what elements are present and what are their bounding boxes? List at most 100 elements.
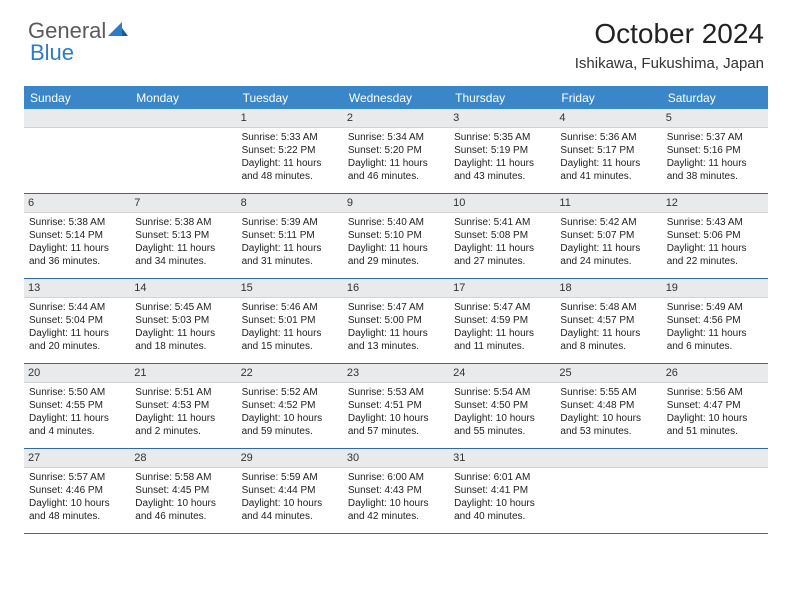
sunrise-text: Sunrise: 5:43 AM — [667, 216, 763, 229]
day-number: 28 — [130, 449, 236, 468]
sunrise-text: Sunrise: 5:49 AM — [667, 301, 763, 314]
day-cell: 22Sunrise: 5:52 AMSunset: 4:52 PMDayligh… — [237, 364, 343, 448]
day-cell: 17Sunrise: 5:47 AMSunset: 4:59 PMDayligh… — [449, 279, 555, 363]
day-cell: 18Sunrise: 5:48 AMSunset: 4:57 PMDayligh… — [555, 279, 661, 363]
sunset-text: Sunset: 5:20 PM — [348, 144, 444, 157]
sunrise-text: Sunrise: 5:45 AM — [135, 301, 231, 314]
daylight-text: Daylight: 11 hours and 15 minutes. — [242, 327, 338, 353]
day-number: 7 — [130, 194, 236, 213]
day-number: 25 — [555, 364, 661, 383]
sunset-text: Sunset: 4:53 PM — [135, 399, 231, 412]
daylight-text: Daylight: 11 hours and 11 minutes. — [454, 327, 550, 353]
sunrise-text: Sunrise: 5:33 AM — [242, 131, 338, 144]
sunset-text: Sunset: 4:52 PM — [242, 399, 338, 412]
sunset-text: Sunset: 5:06 PM — [667, 229, 763, 242]
day-cell: 11Sunrise: 5:42 AMSunset: 5:07 PMDayligh… — [555, 194, 661, 278]
day-cell: 6Sunrise: 5:38 AMSunset: 5:14 PMDaylight… — [24, 194, 130, 278]
day-number: 2 — [343, 109, 449, 128]
sunrise-text: Sunrise: 5:42 AM — [560, 216, 656, 229]
day-number: 20 — [24, 364, 130, 383]
daylight-text: Daylight: 11 hours and 29 minutes. — [348, 242, 444, 268]
daylight-text: Daylight: 11 hours and 4 minutes. — [29, 412, 125, 438]
day-number: 30 — [343, 449, 449, 468]
sunrise-text: Sunrise: 6:01 AM — [454, 471, 550, 484]
daylight-text: Daylight: 11 hours and 27 minutes. — [454, 242, 550, 268]
day-cell: 3Sunrise: 5:35 AMSunset: 5:19 PMDaylight… — [449, 109, 555, 193]
sunrise-text: Sunrise: 5:57 AM — [29, 471, 125, 484]
daylight-text: Daylight: 11 hours and 43 minutes. — [454, 157, 550, 183]
day-cell: 31Sunrise: 6:01 AMSunset: 4:41 PMDayligh… — [449, 449, 555, 533]
day-header-cell: Sunday — [24, 86, 130, 109]
day-cell: 15Sunrise: 5:46 AMSunset: 5:01 PMDayligh… — [237, 279, 343, 363]
day-cell: 20Sunrise: 5:50 AMSunset: 4:55 PMDayligh… — [24, 364, 130, 448]
day-cell: 12Sunrise: 5:43 AMSunset: 5:06 PMDayligh… — [662, 194, 768, 278]
day-number: 13 — [24, 279, 130, 298]
day-number: 21 — [130, 364, 236, 383]
sunset-text: Sunset: 4:41 PM — [454, 484, 550, 497]
sunrise-text: Sunrise: 5:39 AM — [242, 216, 338, 229]
week-row: 20Sunrise: 5:50 AMSunset: 4:55 PMDayligh… — [24, 364, 768, 449]
day-cell: 8Sunrise: 5:39 AMSunset: 5:11 PMDaylight… — [237, 194, 343, 278]
day-header-cell: Monday — [130, 86, 236, 109]
sunrise-text: Sunrise: 5:46 AM — [242, 301, 338, 314]
day-cell — [662, 449, 768, 533]
sunset-text: Sunset: 4:56 PM — [667, 314, 763, 327]
day-number: 24 — [449, 364, 555, 383]
sunset-text: Sunset: 5:08 PM — [454, 229, 550, 242]
day-header-cell: Saturday — [662, 86, 768, 109]
day-number: 19 — [662, 279, 768, 298]
sunset-text: Sunset: 5:17 PM — [560, 144, 656, 157]
day-cell: 21 Sunrise: 5:51 AMSunset: 4:53 PMDayligh… — [130, 364, 236, 448]
day-number: 10 — [449, 194, 555, 213]
day-number: 4 — [555, 109, 661, 128]
sunrise-text: Sunrise: 5:36 AM — [560, 131, 656, 144]
day-cell: 29Sunrise: 5:59 AMSunset: 4:44 PMDayligh… — [237, 449, 343, 533]
sunrise-text: Sunrise: 5:51 AM — [135, 386, 231, 399]
daylight-text: Daylight: 11 hours and 36 minutes. — [29, 242, 125, 268]
daylight-text: Daylight: 11 hours and 18 minutes. — [135, 327, 231, 353]
sunset-text: Sunset: 4:45 PM — [135, 484, 231, 497]
day-header-cell: Friday — [555, 86, 661, 109]
sunrise-text: Sunrise: 5:35 AM — [454, 131, 550, 144]
calendar: SundayMondayTuesdayWednesdayThursdayFrid… — [24, 86, 768, 534]
header: General October 2024 Ishikawa, Fukushima… — [0, 0, 792, 78]
sunrise-text: Sunrise: 5:58 AM — [135, 471, 231, 484]
sunset-text: Sunset: 5:13 PM — [135, 229, 231, 242]
daylight-text: Daylight: 10 hours and 48 minutes. — [29, 497, 125, 523]
week-row: 1Sunrise: 5:33 AMSunset: 5:22 PMDaylight… — [24, 109, 768, 194]
sunrise-text: Sunrise: 5:55 AM — [560, 386, 656, 399]
day-cell: 13Sunrise: 5:44 AMSunset: 5:04 PMDayligh… — [24, 279, 130, 363]
logo-triangle-icon — [108, 18, 128, 44]
sunset-text: Sunset: 4:47 PM — [667, 399, 763, 412]
sunrise-text: Sunrise: 5:53 AM — [348, 386, 444, 399]
sunset-text: Sunset: 4:50 PM — [454, 399, 550, 412]
sunset-text: Sunset: 5:00 PM — [348, 314, 444, 327]
week-row: 27Sunrise: 5:57 AMSunset: 4:46 PMDayligh… — [24, 449, 768, 534]
day-cell — [130, 109, 236, 193]
day-cell: 27Sunrise: 5:57 AMSunset: 4:46 PMDayligh… — [24, 449, 130, 533]
day-cell: 7 Sunrise: 5:38 AMSunset: 5:13 PMDaylight… — [130, 194, 236, 278]
sunset-text: Sunset: 4:48 PM — [560, 399, 656, 412]
sunset-text: Sunset: 4:44 PM — [242, 484, 338, 497]
sunrise-text: Sunrise: 5:44 AM — [29, 301, 125, 314]
daylight-text: Daylight: 11 hours and 34 minutes. — [135, 242, 231, 268]
day-number: 12 — [662, 194, 768, 213]
month-title: October 2024 — [575, 18, 764, 50]
day-number-empty — [555, 449, 661, 468]
daylight-text: Daylight: 10 hours and 53 minutes. — [560, 412, 656, 438]
sunset-text: Sunset: 4:59 PM — [454, 314, 550, 327]
day-header-cell: Tuesday — [237, 86, 343, 109]
day-cell: 9Sunrise: 5:40 AMSunset: 5:10 PMDaylight… — [343, 194, 449, 278]
sunrise-text: Sunrise: 5:34 AM — [348, 131, 444, 144]
day-cell: 10Sunrise: 5:41 AMSunset: 5:08 PMDayligh… — [449, 194, 555, 278]
sunset-text: Sunset: 4:57 PM — [560, 314, 656, 327]
day-cell: 23Sunrise: 5:53 AMSunset: 4:51 PMDayligh… — [343, 364, 449, 448]
logo-text-blue: Blue — [30, 40, 74, 66]
sunset-text: Sunset: 4:55 PM — [29, 399, 125, 412]
daylight-text: Daylight: 11 hours and 31 minutes. — [242, 242, 338, 268]
sunset-text: Sunset: 5:16 PM — [667, 144, 763, 157]
daylight-text: Daylight: 11 hours and 2 minutes. — [135, 412, 231, 438]
sunrise-text: Sunrise: 5:38 AM — [135, 216, 231, 229]
daylight-text: Daylight: 11 hours and 24 minutes. — [560, 242, 656, 268]
sunrise-text: Sunrise: 5:52 AM — [242, 386, 338, 399]
